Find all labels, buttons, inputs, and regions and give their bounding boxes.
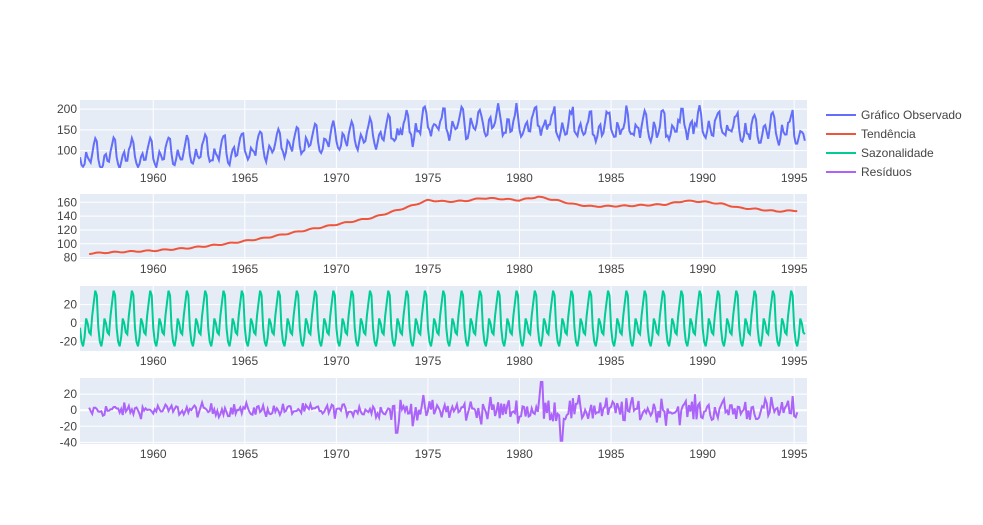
y-tick-label: 80 bbox=[64, 251, 78, 265]
plot-background bbox=[80, 194, 807, 259]
legend-item[interactable]: Sazonalidade bbox=[826, 146, 934, 160]
x-tick-label: 1995 bbox=[781, 171, 808, 185]
y-tick-label: 200 bbox=[57, 102, 77, 116]
x-tick-label: 1970 bbox=[323, 262, 350, 276]
x-tick-label: 1960 bbox=[140, 447, 167, 461]
y-tick-label: 0 bbox=[70, 316, 77, 330]
legend-label: Resíduos bbox=[861, 165, 912, 179]
legend-item[interactable]: Resíduos bbox=[826, 165, 912, 179]
subplot-3: 1960 1965 1970 1975 1980 1985 1990 1995 -20 0 20 bbox=[60, 286, 808, 368]
x-tick-label: 1995 bbox=[781, 262, 808, 276]
series-line-3 bbox=[80, 290, 806, 347]
x-tick-label: 1960 bbox=[140, 171, 167, 185]
x-tick-label: 1970 bbox=[323, 447, 350, 461]
legend-label: Gráfico Observado bbox=[861, 108, 962, 122]
x-tick-label: 1980 bbox=[506, 171, 533, 185]
legend-label: Sazonalidade bbox=[861, 146, 934, 160]
x-tick-label: 1985 bbox=[598, 171, 625, 185]
x-tick-label: 1980 bbox=[506, 354, 533, 368]
x-tick-label: 1965 bbox=[231, 447, 258, 461]
x-tick-label: 1990 bbox=[689, 447, 716, 461]
x-tick-label: 1980 bbox=[506, 262, 533, 276]
y-tick-label: -20 bbox=[60, 335, 78, 349]
x-tick-label: 1975 bbox=[415, 171, 442, 185]
series-line-4 bbox=[88, 381, 799, 442]
x-tick-label: 1970 bbox=[323, 171, 350, 185]
x-tick-label: 1975 bbox=[415, 262, 442, 276]
y-tick-label: -40 bbox=[60, 435, 78, 449]
x-tick-label: 1985 bbox=[598, 354, 625, 368]
y-tick-label: 20 bbox=[64, 298, 78, 312]
y-tick-label: 150 bbox=[57, 123, 77, 137]
x-tick-label: 1995 bbox=[781, 447, 808, 461]
x-tick-label: 1995 bbox=[781, 354, 808, 368]
x-tick-label: 1990 bbox=[689, 171, 716, 185]
subplot-4: 1960 1965 1970 1975 1980 1985 1990 1995 -40 -20 0 2… bbox=[60, 378, 808, 461]
x-tick-label: 1990 bbox=[689, 354, 716, 368]
x-tick-label: 1985 bbox=[598, 262, 625, 276]
x-tick-label: 1985 bbox=[598, 447, 625, 461]
y-tick-label: 100 bbox=[57, 237, 77, 251]
legend-label: Tendência bbox=[861, 127, 916, 141]
subplot-2: 1960 1965 1970 1975 1980 1985 1990 1995 80100120… bbox=[57, 194, 808, 276]
series-line-1 bbox=[80, 103, 806, 168]
y-tick-label: 140 bbox=[57, 209, 77, 223]
x-tick-label: 1960 bbox=[140, 262, 167, 276]
y-tick-label: 100 bbox=[57, 144, 77, 158]
y-tick-label: 20 bbox=[64, 387, 78, 401]
x-tick-label: 1980 bbox=[506, 447, 533, 461]
x-tick-label: 1965 bbox=[231, 354, 258, 368]
x-tick-label: 1960 bbox=[140, 354, 167, 368]
y-tick-label: 0 bbox=[70, 403, 77, 417]
legend-item[interactable]: Tendência bbox=[826, 127, 916, 141]
legend-item[interactable]: Gráfico Observado bbox=[826, 108, 962, 122]
x-tick-label: 1970 bbox=[323, 354, 350, 368]
y-tick-label: 120 bbox=[57, 223, 77, 237]
legend: Gráfico Observado Tendência Sazonalidade Re… bbox=[826, 108, 962, 179]
x-tick-label: 1965 bbox=[231, 171, 258, 185]
y-tick-label: -20 bbox=[60, 419, 78, 433]
y-tick-label: 160 bbox=[57, 195, 77, 209]
x-tick-label: 1975 bbox=[415, 354, 442, 368]
subplot-1: 1960 1965 1970 1975 1980 1985 1990 1995 100 150 20… bbox=[57, 100, 808, 185]
x-tick-label: 1975 bbox=[415, 447, 442, 461]
x-tick-label: 1965 bbox=[231, 262, 258, 276]
series-line-2 bbox=[89, 195, 798, 255]
x-tick-label: 1990 bbox=[689, 262, 716, 276]
